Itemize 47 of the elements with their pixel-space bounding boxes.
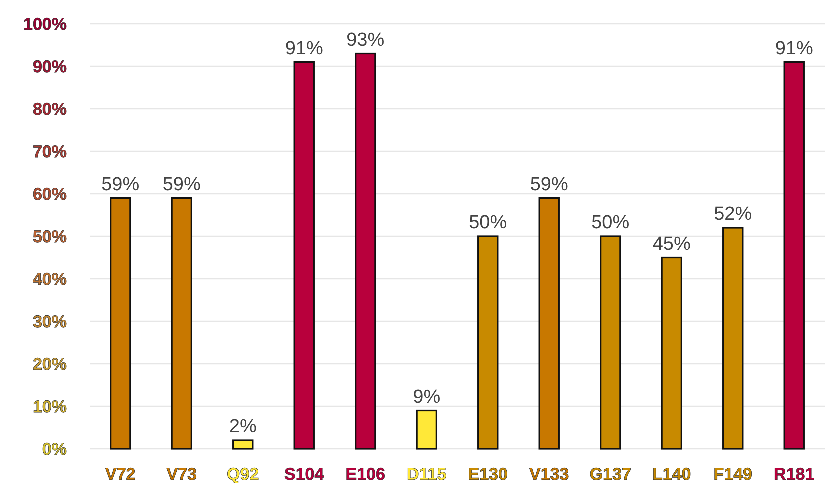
y-tick-label: 90% bbox=[32, 57, 67, 76]
y-tick-label: 50% bbox=[32, 227, 67, 246]
x-tick-label: E106 bbox=[346, 465, 386, 484]
x-tick-label: G137 bbox=[590, 465, 632, 484]
bar bbox=[294, 61, 315, 450]
y-tick-label: 0% bbox=[42, 440, 67, 459]
bar bbox=[784, 61, 805, 450]
x-tick-label: D115 bbox=[407, 465, 447, 484]
y-tick-label: 60% bbox=[32, 184, 67, 204]
bar bbox=[232, 440, 254, 450]
data-label: 52% bbox=[714, 204, 752, 225]
x-tick-label: L140 bbox=[652, 465, 692, 484]
data-label: 91% bbox=[775, 38, 814, 60]
bar bbox=[722, 227, 744, 450]
y-tick-label: 20% bbox=[32, 354, 67, 374]
bar bbox=[171, 197, 192, 450]
data-label: 50% bbox=[469, 212, 508, 234]
bar bbox=[416, 410, 438, 450]
y-tick-label: 10% bbox=[32, 397, 67, 416]
bar bbox=[600, 236, 622, 450]
x-tick-label: V72 bbox=[106, 465, 136, 484]
data-label: 93% bbox=[346, 30, 385, 51]
x-tick-label: E130 bbox=[468, 465, 508, 484]
y-tick-label: 40% bbox=[32, 270, 67, 289]
x-tick-label: S104 bbox=[284, 465, 325, 484]
bar bbox=[355, 52, 376, 450]
data-label: 45% bbox=[652, 234, 691, 255]
data-label: 59% bbox=[530, 174, 568, 196]
x-tick-label: R181 bbox=[774, 465, 815, 484]
bar bbox=[110, 197, 132, 450]
y-tick-label: 70% bbox=[32, 142, 67, 162]
x-tick-label: V73 bbox=[166, 465, 197, 484]
bar bbox=[478, 236, 499, 450]
x-tick-label: F149 bbox=[714, 465, 752, 484]
y-tick-label: 100% bbox=[24, 14, 67, 34]
bar bbox=[538, 197, 560, 450]
x-tick-label: V133 bbox=[530, 465, 570, 484]
x-tick-label: Q92 bbox=[227, 465, 260, 484]
data-label: 50% bbox=[592, 212, 630, 234]
y-tick-label: 30% bbox=[32, 312, 67, 332]
bar bbox=[661, 256, 682, 450]
data-label: 2% bbox=[229, 416, 257, 438]
data-label: 9% bbox=[413, 386, 441, 408]
data-label: 91% bbox=[285, 38, 324, 60]
data-label: 59% bbox=[102, 174, 140, 196]
y-tick-label: 80% bbox=[32, 100, 67, 119]
data-label: 59% bbox=[162, 174, 201, 196]
